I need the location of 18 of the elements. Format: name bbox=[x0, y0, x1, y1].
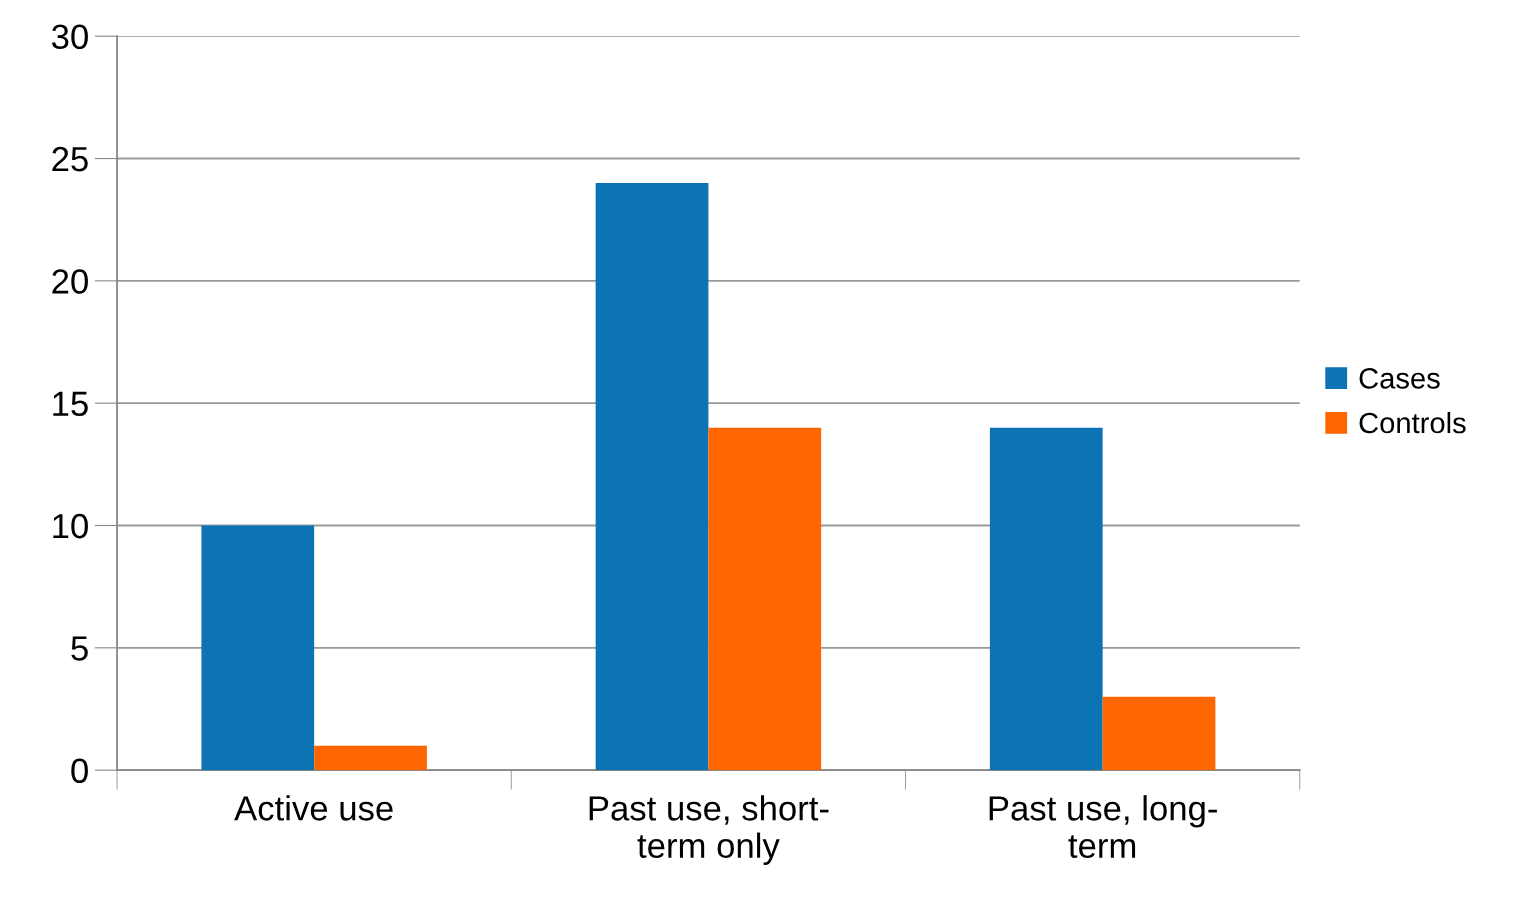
y-tick-label: 5 bbox=[71, 636, 88, 661]
legend-label: Cases bbox=[1359, 368, 1440, 389]
bar bbox=[708, 427, 822, 771]
bar bbox=[595, 182, 709, 771]
x-tick-label: Past use, short- term only bbox=[589, 795, 829, 865]
x-tick-label: Active use bbox=[234, 795, 393, 821]
bar bbox=[1102, 696, 1216, 771]
legend-label: Controls bbox=[1359, 411, 1466, 434]
y-tick-label: 0 bbox=[71, 758, 88, 784]
y-tick-label: 20 bbox=[52, 269, 88, 294]
y-tick-label: 30 bbox=[51, 24, 88, 50]
y-tick-label: 10 bbox=[53, 513, 88, 539]
bar bbox=[314, 745, 427, 771]
y-tick-label: 25 bbox=[52, 146, 88, 172]
bar bbox=[201, 525, 315, 771]
bar bbox=[989, 427, 1103, 771]
y-tick-label: 15 bbox=[53, 391, 88, 417]
x-tick-label: Past use, long- term bbox=[989, 795, 1217, 859]
